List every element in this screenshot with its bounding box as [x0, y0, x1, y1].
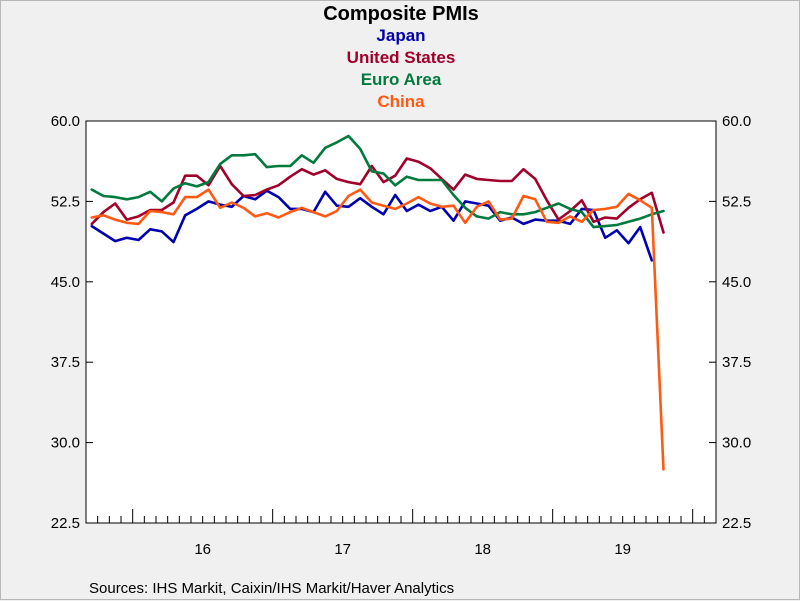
- chart-title: Composite PMIs: [323, 3, 479, 25]
- y-tick-label-left: 60.0: [51, 113, 80, 130]
- legend: Japan United States Euro Area China: [347, 26, 456, 111]
- source-note: Sources: IHS Markit, Caixin/IHS Markit/H…: [89, 580, 454, 597]
- legend-entry: Japan: [376, 26, 425, 45]
- y-tick-label-right: 45.0: [722, 274, 751, 291]
- y-tick-label-left: 30.0: [51, 435, 80, 452]
- y-axis-right: 60.0 52.5 45.0 37.5 30.0 22.5: [709, 113, 751, 532]
- legend-entry: United States: [347, 48, 456, 67]
- series-line: [90, 134, 665, 229]
- legend-entry: China: [377, 92, 425, 111]
- x-tick-label: 19: [614, 541, 631, 558]
- y-tick-label-right: 22.5: [722, 515, 751, 532]
- y-tick-label-left: 45.0: [51, 274, 80, 291]
- y-tick-label-right: 52.5: [722, 193, 751, 210]
- y-tick-label-left: 22.5: [51, 515, 80, 532]
- y-tick-label-right: 37.5: [722, 354, 751, 371]
- x-axis: 16 17 18 19: [85, 509, 717, 558]
- y-axis-left: 60.0 52.5 45.0 37.5 30.0 22.5: [51, 113, 93, 532]
- series-line: [90, 188, 665, 471]
- x-tick-label: 18: [474, 541, 491, 558]
- x-tick-label: 16: [194, 541, 211, 558]
- y-tick-label-right: 30.0: [722, 435, 751, 452]
- series-lines: [90, 134, 665, 471]
- x-tick-label: 17: [334, 541, 351, 558]
- y-tick-label-left: 37.5: [51, 354, 80, 371]
- y-tick-label-right: 60.0: [722, 113, 751, 130]
- plot-area: [85, 120, 717, 524]
- y-tick-label-left: 52.5: [51, 193, 80, 210]
- legend-entry: Euro Area: [361, 70, 442, 89]
- series-line: [90, 157, 665, 234]
